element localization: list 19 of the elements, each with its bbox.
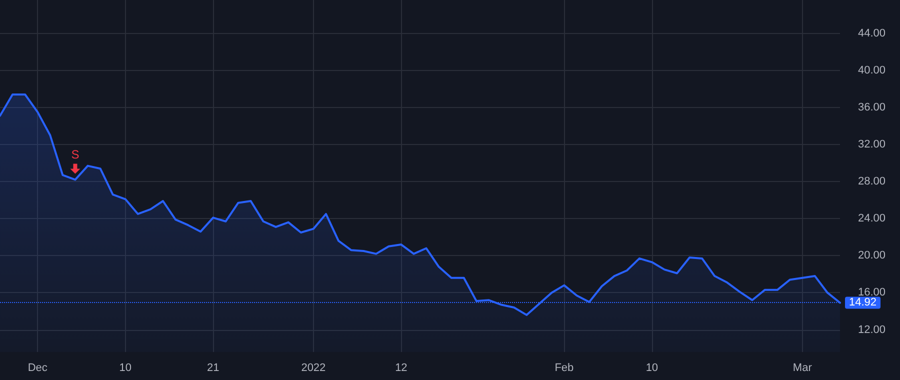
x-tick-label: 2022 xyxy=(301,362,326,374)
x-tick-label: 10 xyxy=(119,362,132,374)
x-tick-label: 12 xyxy=(395,362,408,374)
x-tick-label: 21 xyxy=(207,362,220,374)
y-tick-label: 36.00 xyxy=(858,101,886,114)
ref-line-label: 14.92 xyxy=(849,296,877,309)
y-tick-label: 32.00 xyxy=(858,138,886,151)
y-tick-label: 16.00 xyxy=(858,286,886,299)
y-tick-label: 44.00 xyxy=(858,27,886,40)
y-tick-label: 28.00 xyxy=(858,176,886,188)
x-tick-label: Feb xyxy=(554,362,574,374)
y-tick-label: 20.00 xyxy=(858,250,886,262)
annotation: S xyxy=(71,148,80,162)
x-tick-label: Mar xyxy=(792,362,812,374)
x-tick-label: Dec xyxy=(28,362,48,374)
y-tick-label: 12.00 xyxy=(858,324,886,336)
x-tick-label: 10 xyxy=(646,362,658,374)
y-tick-label: 40.00 xyxy=(858,64,886,76)
y-tick-label: 24.00 xyxy=(858,212,886,225)
